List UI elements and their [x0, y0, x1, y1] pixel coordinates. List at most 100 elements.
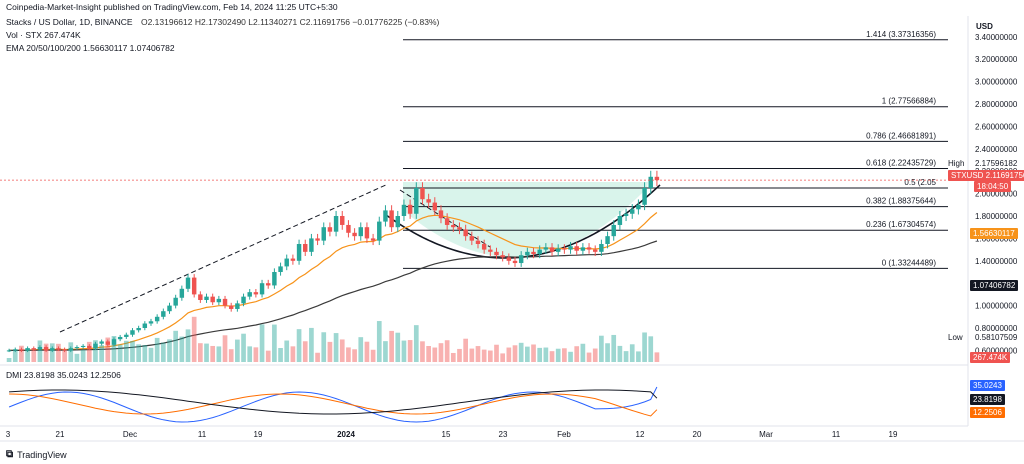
candle-body: [303, 244, 308, 252]
volume-bar: [376, 321, 382, 362]
volume-bar: [370, 349, 376, 362]
fib-label: 1.414 (3.37316356): [866, 30, 936, 39]
candle-body: [537, 249, 542, 255]
price-tick-label: 1.80000000: [975, 212, 1018, 221]
volume-bar: [327, 341, 333, 362]
fib-label: 1 (2.77566884): [882, 97, 937, 106]
candle-body: [241, 296, 246, 304]
time-tick-label: 23: [499, 430, 508, 439]
volume-bar: [333, 333, 339, 362]
fib-label: 0.382 (1.88375644): [866, 197, 936, 206]
volume-bar: [12, 349, 18, 362]
candle-body: [438, 210, 444, 219]
ema-slow-badge: 1.07406782: [970, 280, 1019, 291]
candle-body: [346, 224, 351, 233]
price-tick-label: 3.00000000: [975, 78, 1018, 87]
candle-body: [93, 343, 98, 349]
candle-body: [426, 199, 431, 203]
volume-bar: [636, 351, 641, 362]
candle-body: [642, 188, 647, 205]
volume-bar: [481, 349, 487, 362]
volume-bar: [265, 350, 271, 362]
fib-label: 0.618 (2.22435729): [866, 158, 936, 167]
volume-bar: [432, 347, 438, 362]
volume-bar: [611, 334, 617, 362]
volume-bar: [401, 340, 407, 362]
candle-body: [179, 288, 185, 298]
candle-body: [562, 248, 567, 250]
volume-bar: [389, 330, 394, 362]
volume-bar: [525, 346, 530, 362]
candle-body: [62, 349, 67, 351]
candle-body: [506, 257, 512, 261]
fib-label: 0 (1.33244489): [882, 258, 937, 267]
candle-body: [154, 316, 160, 322]
dmi-minus-line: [9, 393, 658, 417]
candle-body: [167, 305, 172, 312]
currency-label[interactable]: USD: [976, 22, 993, 31]
volume-bar: [500, 353, 506, 362]
low-value: 0.58107509: [975, 333, 1018, 342]
candle-body: [290, 258, 296, 261]
fib-label: 0.236 (1.67304574): [866, 220, 936, 229]
volume-bar: [339, 339, 345, 362]
volume-bar: [216, 346, 222, 362]
volume-bar: [531, 344, 536, 362]
volume-bar: [506, 347, 512, 362]
candle-body: [401, 204, 407, 216]
candle-body: [222, 298, 228, 306]
candle-body: [475, 240, 481, 244]
time-tick-label: Feb: [557, 430, 571, 439]
volume-bar: [80, 349, 86, 362]
volume-legend: Vol · STX 267.474K: [6, 30, 81, 40]
volume-bar: [68, 342, 74, 362]
candle-body: [315, 238, 320, 241]
trend-line: [59, 183, 389, 333]
volume-bar: [49, 343, 55, 362]
volume-bar: [302, 341, 308, 362]
price-tick-label: 0.80000000: [975, 324, 1018, 333]
candle-body: [654, 176, 660, 181]
fib-label: 0.5 (2.05: [904, 178, 936, 187]
candle-body: [531, 251, 536, 255]
candle-body: [228, 305, 234, 309]
candle-body: [518, 255, 524, 264]
candle-body: [333, 216, 339, 232]
candle-body: [142, 323, 148, 328]
candle-body: [451, 224, 456, 228]
candle-body: [543, 247, 549, 250]
volume-bar: [518, 342, 524, 362]
ema-slow-line: [9, 240, 658, 351]
candle-body: [420, 188, 425, 200]
candle-body: [43, 347, 49, 351]
candle-body: [148, 321, 154, 324]
volume-badge: 267.474K: [970, 352, 1011, 363]
price-tick-label: 3.20000000: [975, 55, 1018, 64]
time-tick-label: 19: [889, 430, 898, 439]
time-tick-label: 3: [6, 430, 11, 439]
candle-body: [457, 227, 462, 230]
volume-bar: [463, 338, 468, 362]
volume-bar: [253, 347, 259, 362]
volume-bar: [62, 350, 67, 362]
candle-body: [309, 238, 314, 252]
candle-body: [136, 328, 141, 331]
footer[interactable]: ⧉ TradingView: [6, 449, 67, 460]
candle-body: [623, 213, 629, 216]
candle-body: [272, 272, 277, 286]
volume-bar: [222, 335, 228, 362]
volume-bar: [43, 343, 49, 362]
candle-body: [636, 204, 641, 210]
price-tick-label: 2.00000000: [975, 190, 1018, 199]
candle-body: [605, 236, 610, 244]
volume-bar: [31, 348, 37, 362]
volume-bar: [426, 346, 431, 362]
volume-bar: [543, 347, 549, 362]
candle-body: [191, 277, 197, 295]
volume-bar: [383, 341, 388, 362]
volume-bar: [309, 327, 314, 362]
volume-bar: [247, 346, 253, 362]
price-tick-label: 1.40000000: [975, 257, 1018, 266]
candle-body: [247, 292, 252, 297]
candle-body: [617, 216, 623, 225]
